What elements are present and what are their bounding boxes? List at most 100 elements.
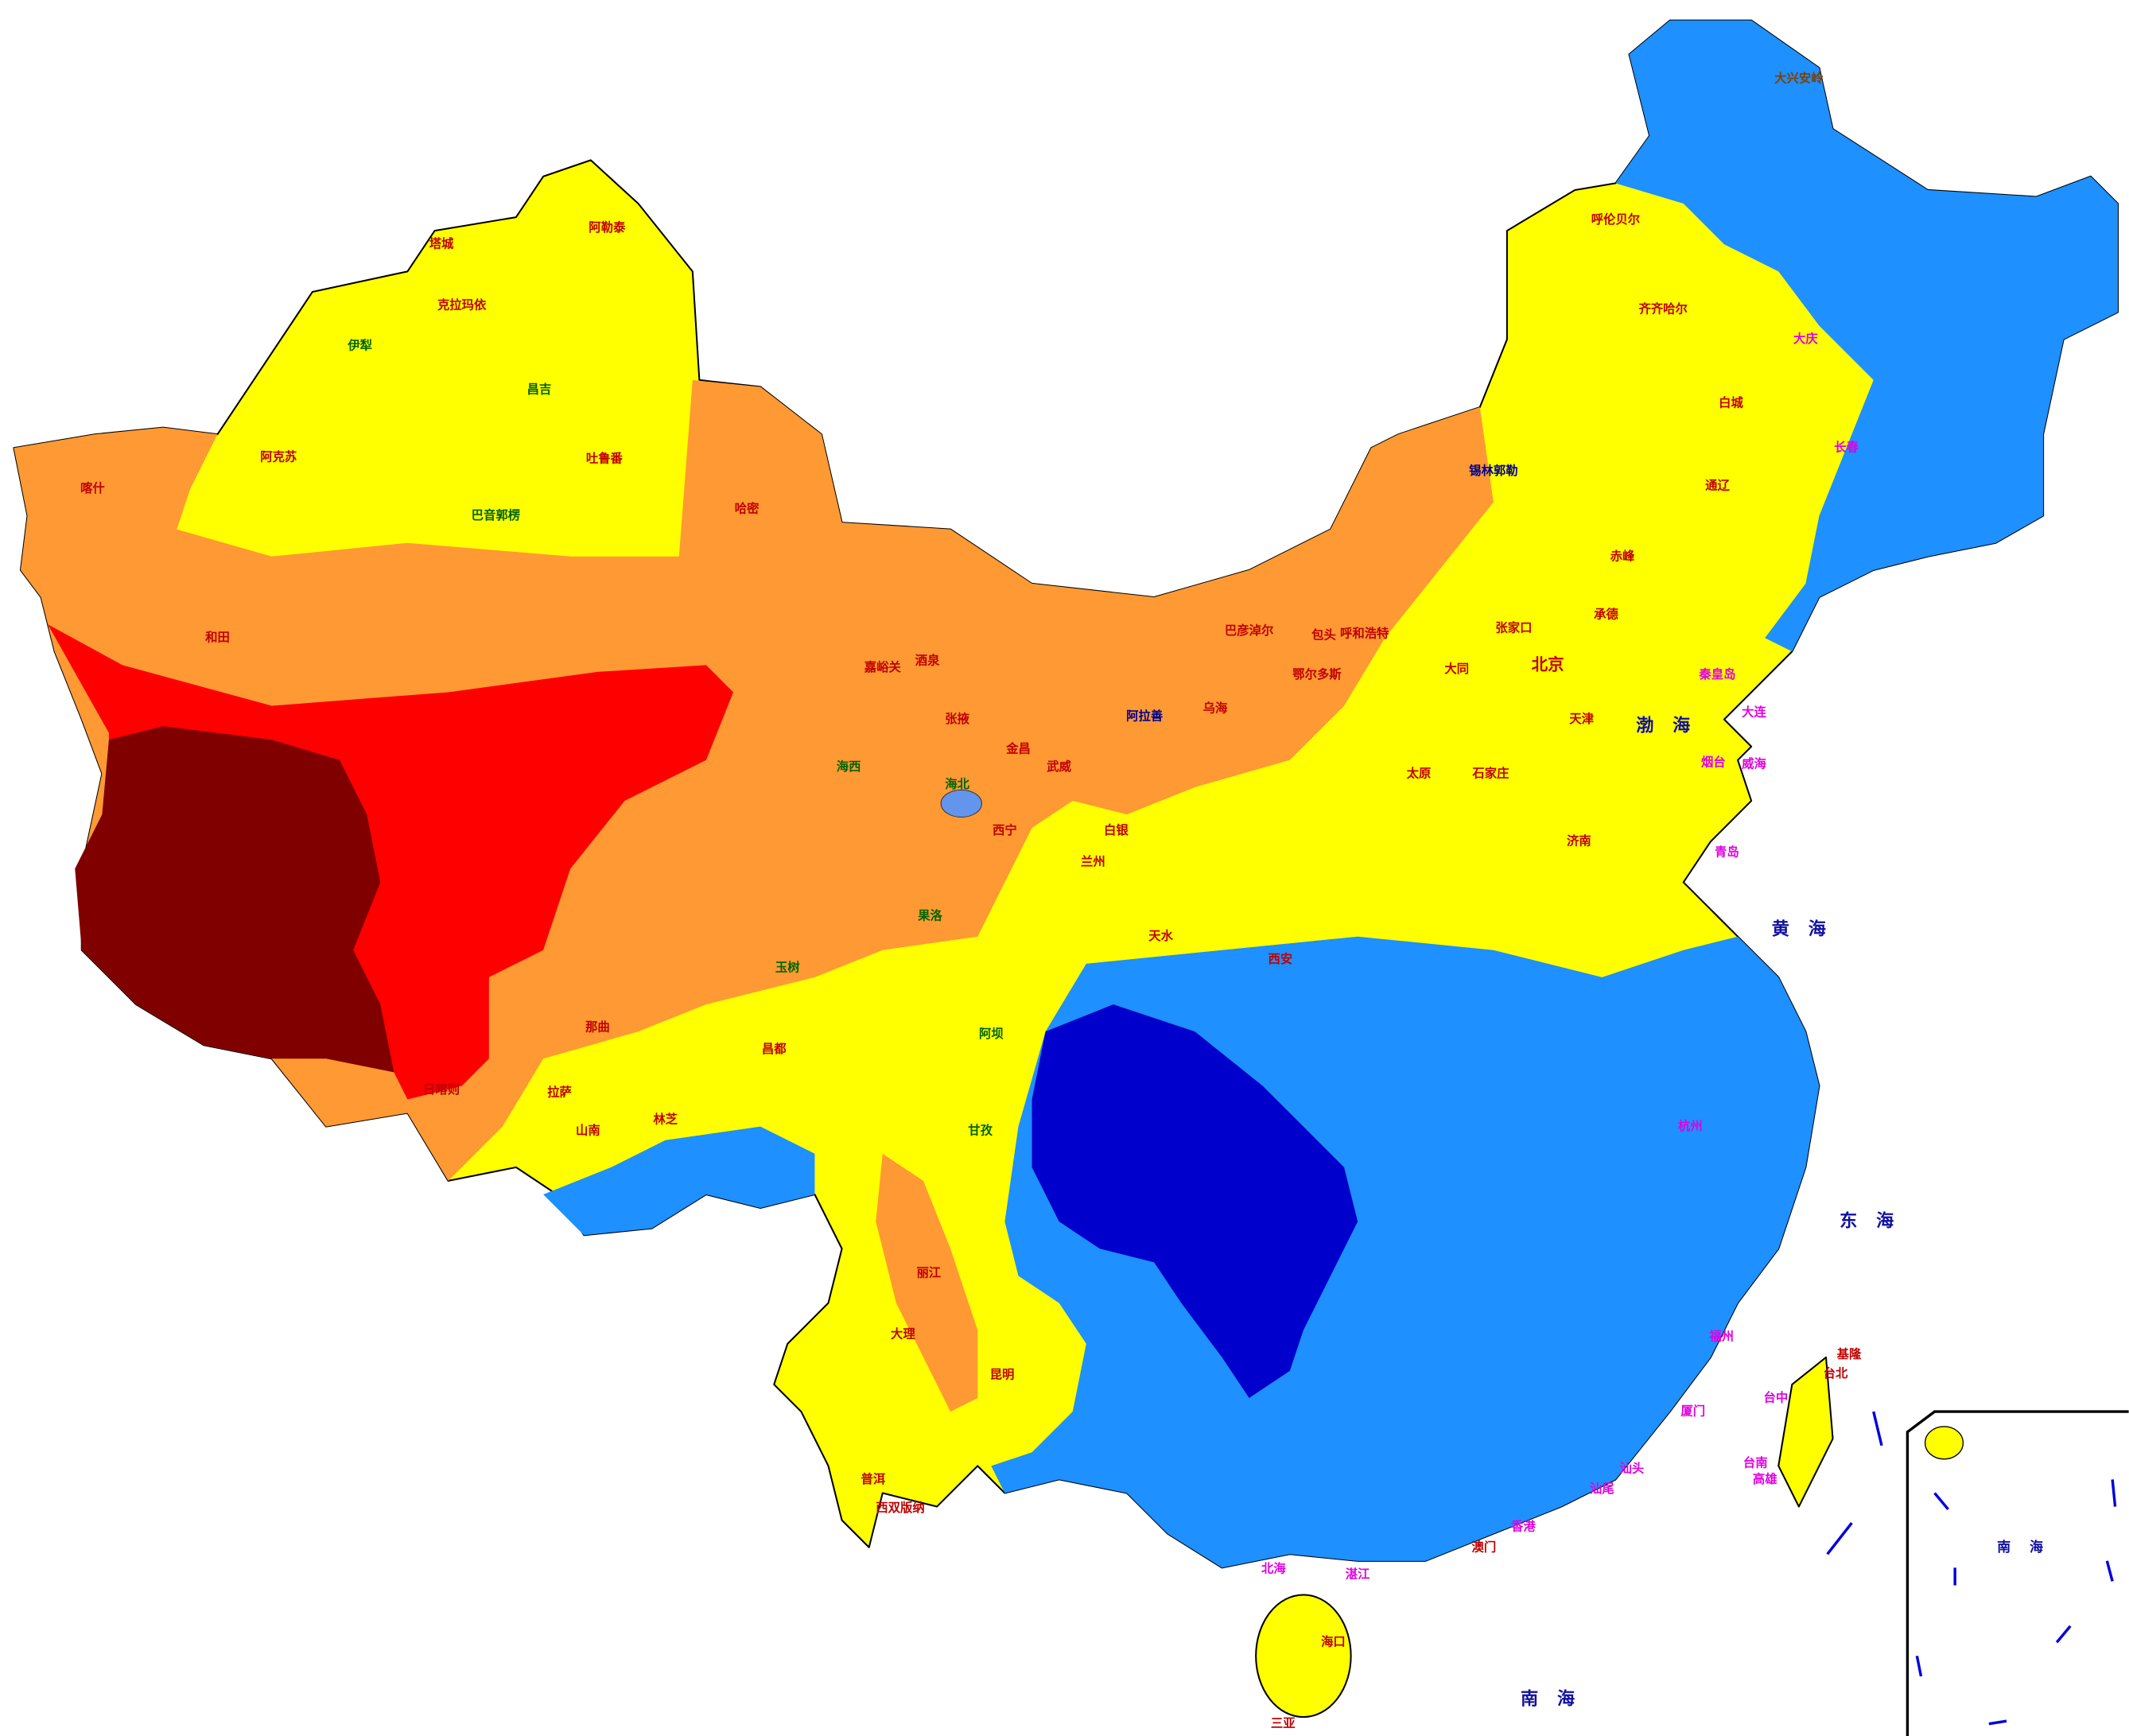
place-label: 阿拉善 bbox=[1126, 709, 1163, 724]
place-label: 阿坝 bbox=[979, 1027, 1004, 1041]
place-label: 赤峰 bbox=[1610, 548, 1635, 563]
place-label: 石家庄 bbox=[1471, 765, 1509, 780]
place-label: 济南 bbox=[1567, 833, 1591, 849]
place-label: 秦皇岛 bbox=[1698, 666, 1735, 682]
place-label: 日喀则 bbox=[423, 1082, 460, 1097]
place-label: 丽江 bbox=[916, 1265, 941, 1280]
place-label: 普洱 bbox=[861, 1471, 885, 1486]
place-label: 张家口 bbox=[1495, 620, 1532, 635]
place-label: 大理 bbox=[891, 1326, 915, 1341]
place-label: 青岛 bbox=[1715, 844, 1739, 859]
place-label: 澳门 bbox=[1472, 1539, 1497, 1554]
place-label: 锡林郭勒 bbox=[1469, 463, 1517, 478]
place-label: 吐鲁番 bbox=[586, 450, 624, 465]
place-label: 太原 bbox=[1407, 765, 1432, 780]
taiwan bbox=[1777, 1356, 1834, 1508]
place-label: 武威 bbox=[1047, 759, 1071, 774]
place-label: 北京 bbox=[1532, 654, 1564, 674]
place-label: 烟台 bbox=[1701, 755, 1726, 770]
sea-label: 南海 bbox=[1521, 1687, 1594, 1709]
place-labels: 北京 天津 杭州 台北 香港 澳门 汕尾 汕头 厦门 福州 昌吉 阿勒泰 塔城 … bbox=[80, 70, 1862, 1730]
place-label: 湛江 bbox=[1346, 1567, 1370, 1581]
place-label: 阿克苏 bbox=[260, 449, 297, 464]
place-label: 大同 bbox=[1444, 661, 1469, 676]
place-label: 三亚 bbox=[1271, 1716, 1296, 1730]
place-label: 乌海 bbox=[1203, 700, 1228, 715]
dash bbox=[1988, 1719, 2007, 1726]
place-label: 金昌 bbox=[1005, 741, 1031, 756]
place-label: 白城 bbox=[1719, 394, 1743, 410]
inset-dashes bbox=[1826, 1411, 2117, 1726]
place-label: 那曲 bbox=[585, 1020, 610, 1035]
place-label: 大连 bbox=[1742, 705, 1766, 720]
place-label: 兰州 bbox=[1081, 853, 1105, 868]
place-label: 哈密 bbox=[735, 501, 760, 516]
place-label: 昌都 bbox=[762, 1042, 787, 1056]
place-label: 大兴安岭 bbox=[1774, 70, 1824, 85]
place-label: 通辽 bbox=[1705, 479, 1730, 493]
place-label: 海西 bbox=[837, 759, 861, 774]
inset-island bbox=[1924, 1426, 1964, 1460]
place-label: 张掖 bbox=[945, 711, 969, 726]
sea-label: 东海 bbox=[1840, 1210, 1913, 1232]
place-label: 汕头 bbox=[1620, 1461, 1645, 1475]
place-label: 玉树 bbox=[775, 959, 800, 974]
region-blue-tibet bbox=[543, 1126, 815, 1236]
place-label: 白银 bbox=[1104, 822, 1129, 837]
sea-label: 黄海 bbox=[1772, 918, 1845, 940]
place-label: 厦门 bbox=[1680, 1404, 1705, 1419]
place-label: 西双版纳 bbox=[876, 1500, 924, 1515]
hainan bbox=[1255, 1594, 1352, 1719]
place-label: 呼伦贝尔 bbox=[1591, 212, 1641, 227]
region-orange-yunnan bbox=[876, 1153, 978, 1412]
sea-label: 渤海 bbox=[1636, 715, 1709, 736]
region-blue-northeast bbox=[1615, 20, 2118, 652]
place-label: 西安 bbox=[1268, 951, 1293, 966]
region-darkblue bbox=[1031, 1004, 1358, 1399]
inset-frame bbox=[1906, 1410, 2129, 1736]
dash bbox=[2111, 1479, 2117, 1507]
place-label: 福州 bbox=[1708, 1329, 1734, 1344]
place-label: 和田 bbox=[205, 631, 230, 645]
place-label: 天津 bbox=[1569, 712, 1594, 726]
place-label: 台北 bbox=[1824, 1365, 1848, 1381]
place-label: 甘孜 bbox=[968, 1122, 993, 1137]
place-label: 山南 bbox=[576, 1122, 600, 1137]
place-label: 高雄 bbox=[1753, 1471, 1777, 1486]
place-label: 海口 bbox=[1321, 1634, 1346, 1649]
place-label: 大庆 bbox=[1793, 331, 1818, 346]
dash bbox=[1826, 1521, 1853, 1555]
place-label: 杭州 bbox=[1678, 1118, 1703, 1133]
place-label: 海北 bbox=[945, 776, 969, 791]
place-label: 基隆 bbox=[1836, 1346, 1862, 1361]
place-label: 承德 bbox=[1594, 607, 1618, 622]
place-label: 威海 bbox=[1742, 755, 1766, 771]
place-label: 昌吉 bbox=[527, 381, 552, 396]
place-label: 巴音郭楞 bbox=[472, 507, 520, 522]
place-label: 阿勒泰 bbox=[589, 219, 626, 235]
qinghai-lake bbox=[940, 789, 982, 818]
place-label: 塔城 bbox=[429, 236, 454, 251]
place-label: 昆明 bbox=[990, 1367, 1015, 1381]
dash bbox=[1933, 1492, 1949, 1511]
dash bbox=[2105, 1560, 2114, 1582]
place-label: 齐齐哈尔 bbox=[1638, 301, 1688, 317]
place-label: 北海 bbox=[1261, 1561, 1286, 1576]
place-label: 果洛 bbox=[918, 908, 942, 923]
place-label: 汕尾 bbox=[1590, 1482, 1614, 1496]
place-label: 嘉峪关 bbox=[864, 659, 902, 674]
place-label: 香港 bbox=[1510, 1519, 1536, 1534]
place-label: 台中 bbox=[1763, 1390, 1788, 1405]
place-label: 拉萨 bbox=[547, 1084, 572, 1099]
dash bbox=[2055, 1625, 2072, 1644]
place-label: 包头 bbox=[1311, 627, 1336, 642]
place-label: 西宁 bbox=[993, 822, 1017, 837]
region-darkred bbox=[75, 726, 394, 1073]
dash bbox=[1915, 1655, 1923, 1677]
place-label: 伊犁 bbox=[347, 338, 372, 353]
place-label: 长春 bbox=[1834, 440, 1859, 455]
place-label: 台南 bbox=[1743, 1454, 1768, 1470]
place-label: 克拉玛依 bbox=[437, 297, 487, 313]
